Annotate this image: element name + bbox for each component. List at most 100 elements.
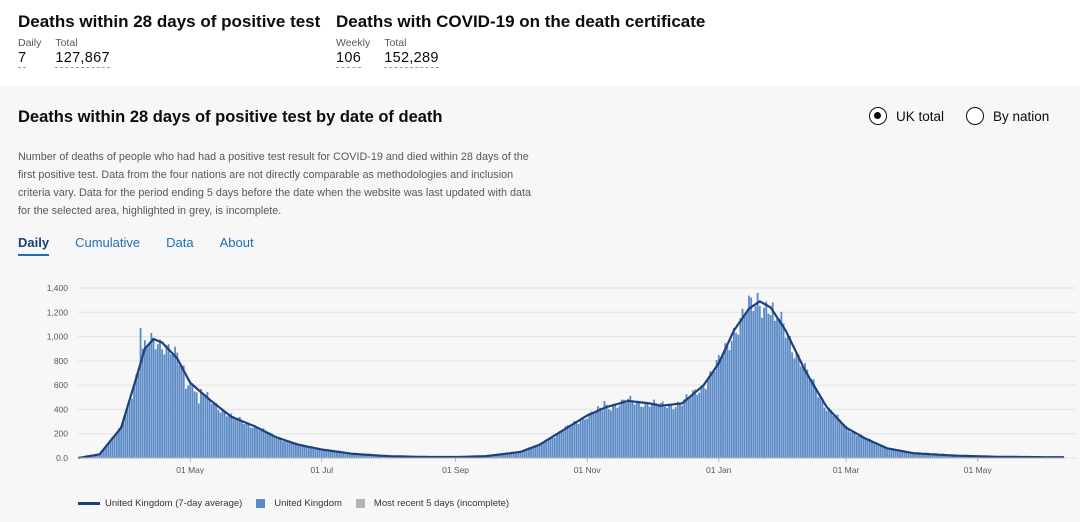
bar xyxy=(200,388,202,458)
bar xyxy=(955,455,958,458)
tab-cumulative[interactable]: Cumulative xyxy=(75,235,141,250)
bar xyxy=(312,448,315,458)
bar xyxy=(94,454,97,458)
bar xyxy=(651,403,653,458)
radio-unselected-icon xyxy=(966,107,984,125)
bar xyxy=(793,358,796,458)
metric-total: Total 152,289 xyxy=(384,37,439,68)
bar xyxy=(249,427,252,458)
tab-daily[interactable]: Daily xyxy=(18,235,50,256)
bar xyxy=(769,315,772,458)
y-tick-label: 0.0 xyxy=(56,453,68,463)
legend-bar-swatch xyxy=(256,499,266,508)
chart-bars xyxy=(79,292,1065,458)
bar xyxy=(109,440,112,458)
bar xyxy=(262,428,265,458)
bar xyxy=(364,454,366,458)
bar xyxy=(221,409,224,458)
bar xyxy=(707,380,709,458)
bar xyxy=(133,386,136,458)
bar xyxy=(314,449,317,458)
bar xyxy=(864,439,867,458)
bar xyxy=(189,383,192,458)
bar xyxy=(862,436,865,458)
bar xyxy=(827,407,830,458)
metric-value[interactable]: 127,867 xyxy=(55,50,110,68)
bar xyxy=(722,355,725,458)
metric-daily: Daily 7 xyxy=(18,37,41,68)
metric-value[interactable]: 152,289 xyxy=(384,50,439,68)
bar xyxy=(676,401,679,458)
bar xyxy=(732,327,735,458)
bar xyxy=(754,306,757,458)
bar xyxy=(953,455,955,458)
bar xyxy=(942,455,945,458)
bar xyxy=(556,433,558,458)
bar xyxy=(241,421,243,458)
bar xyxy=(700,385,703,458)
bar xyxy=(187,385,189,458)
bar xyxy=(206,391,209,458)
bar xyxy=(853,432,856,458)
bar xyxy=(607,408,610,458)
bar xyxy=(230,413,233,458)
bar xyxy=(640,406,643,458)
bar xyxy=(551,437,554,458)
x-tick-label: 01 May xyxy=(964,465,993,474)
bar xyxy=(538,444,541,458)
bar xyxy=(681,405,684,458)
bar xyxy=(950,455,953,458)
bar xyxy=(344,453,347,458)
bar xyxy=(553,437,556,458)
bar xyxy=(868,438,871,458)
legend-item-uk: United Kingdom xyxy=(256,498,342,509)
bar xyxy=(691,390,694,458)
metric-value[interactable]: 7 xyxy=(18,50,27,68)
bar xyxy=(146,347,148,458)
bar xyxy=(927,454,929,458)
bar xyxy=(271,433,274,458)
bar xyxy=(666,408,668,458)
bar xyxy=(307,447,310,458)
radio-by-nation[interactable]: By nation xyxy=(966,107,1049,125)
bar xyxy=(877,444,880,458)
bar xyxy=(614,404,617,458)
bar xyxy=(131,398,133,458)
bar xyxy=(810,379,813,458)
headline-deaths-28-days: Deaths within 28 days of positive test D… xyxy=(18,12,320,68)
tab-data[interactable]: Data xyxy=(166,235,194,250)
bar xyxy=(569,426,571,458)
bar xyxy=(644,401,647,458)
legend-line-swatch xyxy=(78,502,100,505)
bar xyxy=(543,441,545,458)
bar xyxy=(683,399,686,458)
bar xyxy=(709,371,712,458)
bar xyxy=(517,452,520,458)
bar xyxy=(202,395,205,458)
bar xyxy=(213,402,215,458)
bar xyxy=(340,452,343,458)
bar xyxy=(292,442,295,458)
metric-value[interactable]: 106 xyxy=(336,50,362,68)
bar xyxy=(834,415,837,458)
metric-weekly: Weekly 106 xyxy=(336,37,370,68)
tab-about[interactable]: About xyxy=(219,235,254,250)
bar xyxy=(761,317,763,458)
bar xyxy=(791,352,794,458)
bar xyxy=(234,419,237,458)
bar xyxy=(884,447,886,458)
bar xyxy=(767,313,770,458)
bar xyxy=(670,404,673,458)
bar xyxy=(122,422,125,458)
bar xyxy=(141,348,144,458)
bar xyxy=(795,352,798,458)
bar xyxy=(696,394,699,458)
bar xyxy=(247,423,250,458)
bar xyxy=(653,399,655,458)
bar xyxy=(737,334,740,458)
radio-uk-total[interactable]: UK total xyxy=(869,107,944,125)
bar xyxy=(597,406,599,458)
bar xyxy=(92,455,95,458)
bar xyxy=(948,455,951,458)
